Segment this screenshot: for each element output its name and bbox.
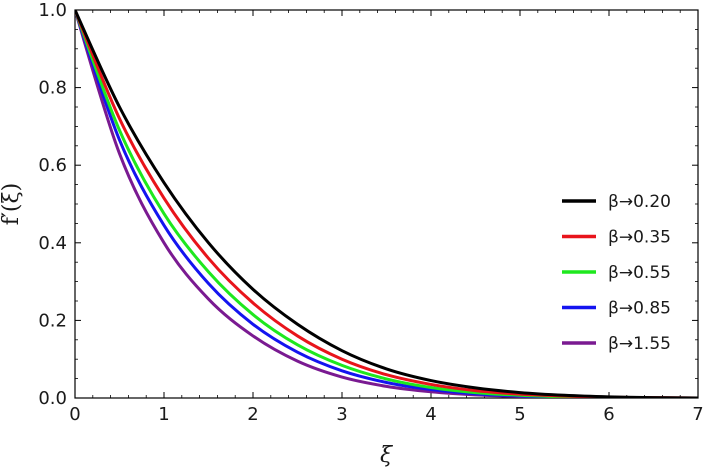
y-axis-ticks: 0.0 0.2 0.4 0.6 0.8 1.0 xyxy=(38,0,698,409)
y-tick-label: 0.0 xyxy=(38,388,67,409)
x-tick-label: 6 xyxy=(603,404,614,425)
legend-label: β→0.55 xyxy=(608,263,671,283)
legend-label: β→1.55 xyxy=(608,334,671,354)
x-axis-ticks: 0 1 2 3 4 5 6 7 xyxy=(69,10,704,425)
legend-label: β→0.85 xyxy=(608,299,671,319)
series-line xyxy=(75,10,698,398)
series-lines xyxy=(75,10,698,398)
x-tick-label: 7 xyxy=(692,404,703,425)
x-tick-label: 0 xyxy=(69,404,80,425)
y-tick-label: 0.4 xyxy=(38,233,67,254)
y-tick-label: 0.2 xyxy=(38,310,67,331)
x-tick-label: 5 xyxy=(514,404,525,425)
y-axis-title: f′(ξ) xyxy=(0,183,24,225)
y-tick-label: 0.6 xyxy=(38,155,67,176)
y-tick-label: 0.8 xyxy=(38,78,67,99)
x-axis-title: ξ xyxy=(380,443,394,468)
x-tick-label: 4 xyxy=(425,404,436,425)
x-tick-label: 1 xyxy=(158,404,169,425)
series-line xyxy=(75,10,698,398)
y-tick-label: 1.0 xyxy=(38,0,67,21)
x-tick-label: 2 xyxy=(247,404,258,425)
legend: β→0.20 β→0.35 β→0.55 β→0.85 β→1.55 xyxy=(562,192,671,354)
x-tick-label: 3 xyxy=(336,404,347,425)
legend-label: β→0.35 xyxy=(608,228,671,248)
legend-label: β→0.20 xyxy=(608,192,671,212)
